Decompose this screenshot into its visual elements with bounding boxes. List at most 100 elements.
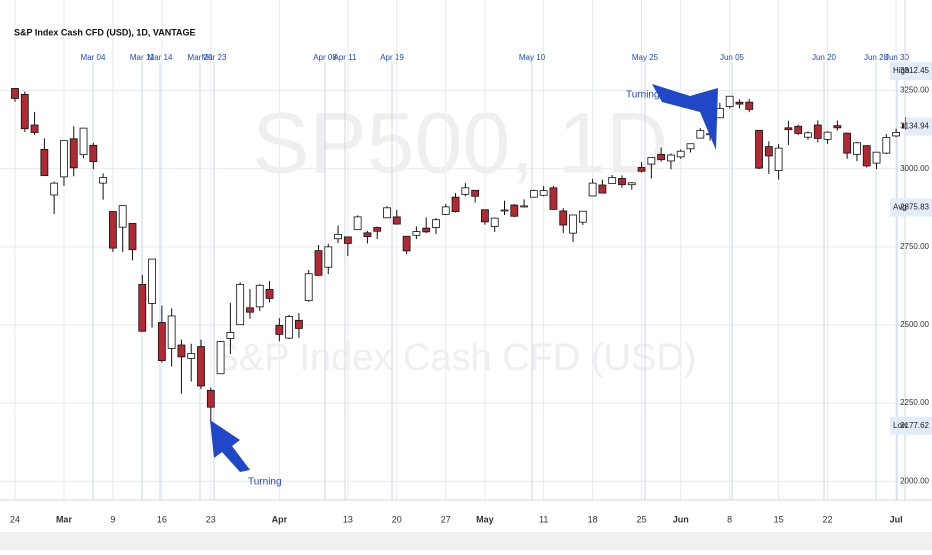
event-label: Mar 14	[148, 53, 173, 62]
price-label-box	[890, 416, 932, 435]
candle-body	[735, 101, 744, 105]
event-label: Jun 30	[885, 53, 910, 62]
candle-body	[892, 132, 900, 137]
x-tick-label: 13	[343, 514, 353, 524]
price-label-box	[906, 117, 932, 136]
x-tick-label: 9	[110, 514, 115, 524]
candle-body	[559, 210, 568, 226]
candle-body	[30, 124, 39, 133]
x-tick-label: 25	[637, 514, 647, 524]
y-tick-label: 2000.00	[900, 476, 929, 485]
watermark-subtitle: S&P Index Cash CFD (USD)	[214, 337, 697, 379]
candle-body	[843, 132, 852, 154]
candle-body	[363, 232, 372, 237]
candle-body	[11, 88, 19, 99]
candle-body	[686, 143, 695, 150]
candle-body	[304, 273, 313, 302]
x-tick-label: Jul	[890, 514, 903, 524]
candle-body	[138, 283, 147, 332]
x-tick-label: 16	[157, 514, 167, 524]
candle-body	[784, 127, 793, 131]
x-tick-label: 22	[823, 514, 833, 524]
candle-body	[128, 223, 137, 251]
x-tick-label: 11	[539, 514, 548, 524]
x-tick-label: 24	[10, 514, 20, 524]
candles-layer	[11, 87, 910, 422]
candle-body	[60, 140, 68, 178]
price-label-box	[890, 62, 932, 81]
candle-body	[813, 124, 822, 139]
candle-body	[79, 127, 88, 156]
candle-body	[578, 210, 587, 223]
candle-body	[226, 332, 235, 339]
price-label-name: Low	[893, 421, 908, 430]
candle-body	[520, 205, 528, 208]
x-tick-label: Apr	[272, 514, 288, 524]
event-label: Mar 11	[130, 53, 155, 62]
candle-body	[637, 167, 646, 172]
candle-body	[510, 204, 519, 217]
candle-body	[265, 288, 274, 299]
candle-body	[794, 125, 803, 134]
candle-body	[549, 187, 558, 210]
annotation-arrow	[652, 84, 718, 150]
candle-body	[383, 207, 391, 219]
price-label-value: 3312.45	[900, 66, 929, 75]
candle-body	[676, 150, 685, 158]
price-label-name: Avg	[893, 203, 907, 212]
annotation-arrow	[210, 420, 250, 472]
candle-body	[608, 177, 617, 184]
candle-body	[197, 346, 205, 387]
candle-body	[529, 190, 538, 198]
candle-body	[598, 184, 607, 194]
event-label: Apr 08	[313, 53, 337, 62]
candle-body	[353, 216, 362, 231]
candle-body	[177, 344, 186, 358]
x-tick-label: 20	[392, 514, 402, 524]
event-label: Apr 11	[334, 53, 358, 62]
candle-body	[862, 145, 871, 167]
annotation: Turning	[626, 90, 660, 101]
x-tick-label: 27	[441, 514, 451, 524]
candle-body	[422, 227, 431, 233]
event-label: May 25	[632, 53, 659, 62]
price-label-value: 2177.62	[900, 421, 929, 430]
x-tick-label: 23	[206, 514, 216, 524]
y-tick-label: 2500.00	[900, 320, 929, 329]
annotation: Turning	[248, 477, 282, 488]
candle-body	[118, 205, 127, 228]
candle-body	[853, 142, 861, 155]
candle-body	[109, 211, 117, 249]
candle-body	[481, 209, 489, 223]
candle-body	[569, 214, 577, 234]
candle-body	[255, 284, 264, 308]
x-tick-label: May	[476, 514, 494, 524]
candle-body	[206, 389, 215, 408]
candle-body	[667, 154, 675, 162]
candle-body	[588, 182, 597, 197]
event-label: Mar 23	[202, 53, 227, 62]
candle-body	[804, 132, 812, 138]
candle-body	[50, 182, 59, 196]
price-label-value: 2875.83	[900, 203, 929, 212]
candle-body	[99, 177, 108, 184]
y-tick-label: 3250.00	[900, 86, 929, 95]
candle-body	[246, 307, 254, 313]
candle-body	[148, 258, 156, 304]
event-label: Mar 04	[81, 53, 106, 62]
chart-title: S&P Index Cash CFD (USD), 1D, VANTAGE	[14, 27, 196, 37]
candle-body	[774, 147, 783, 172]
event-label: Jun 05	[720, 53, 745, 62]
y-tick-label: 3000.00	[900, 164, 929, 173]
candle-body	[295, 319, 303, 329]
axes-layer: 2000.00 2250.00 2500.00 2750.00 3000.00 3250.…	[10, 62, 932, 524]
x-tick-label: 8	[727, 514, 732, 524]
candle-body	[715, 108, 724, 119]
candle-body	[285, 316, 294, 339]
candle-body	[334, 233, 342, 240]
candle-body	[461, 187, 470, 195]
candle-body	[872, 151, 881, 164]
price-label-value: 3134.94	[900, 122, 929, 131]
